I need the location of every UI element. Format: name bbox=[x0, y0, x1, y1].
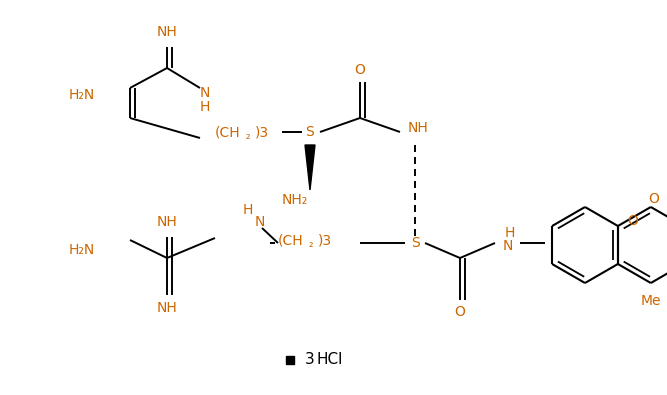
Text: O: O bbox=[355, 63, 366, 77]
Text: NH₂: NH₂ bbox=[282, 193, 308, 207]
Text: S: S bbox=[411, 236, 420, 250]
Text: S: S bbox=[305, 125, 314, 139]
Text: NH: NH bbox=[157, 215, 177, 229]
Text: N: N bbox=[200, 86, 210, 100]
Text: )3: )3 bbox=[318, 233, 332, 247]
Text: H: H bbox=[200, 100, 210, 114]
Text: 3: 3 bbox=[305, 352, 315, 367]
Text: H: H bbox=[243, 203, 253, 217]
Text: Me: Me bbox=[640, 294, 661, 308]
Text: H: H bbox=[505, 226, 515, 240]
Text: HCl: HCl bbox=[317, 352, 344, 367]
Text: (CH: (CH bbox=[278, 233, 303, 247]
Text: H₂N: H₂N bbox=[69, 243, 95, 257]
Text: ₂: ₂ bbox=[245, 131, 250, 141]
Text: NH: NH bbox=[408, 121, 429, 135]
Text: (CH: (CH bbox=[215, 125, 241, 139]
Polygon shape bbox=[305, 145, 315, 190]
Text: O: O bbox=[455, 305, 466, 319]
Text: NH: NH bbox=[157, 301, 177, 315]
Text: H₂N: H₂N bbox=[69, 88, 95, 102]
Text: N: N bbox=[255, 215, 265, 229]
Text: NH: NH bbox=[157, 25, 177, 39]
Text: N: N bbox=[503, 239, 514, 253]
Text: ₂: ₂ bbox=[309, 239, 313, 249]
Text: O: O bbox=[648, 192, 659, 206]
Text: O: O bbox=[628, 214, 638, 228]
Text: )3: )3 bbox=[255, 125, 269, 139]
